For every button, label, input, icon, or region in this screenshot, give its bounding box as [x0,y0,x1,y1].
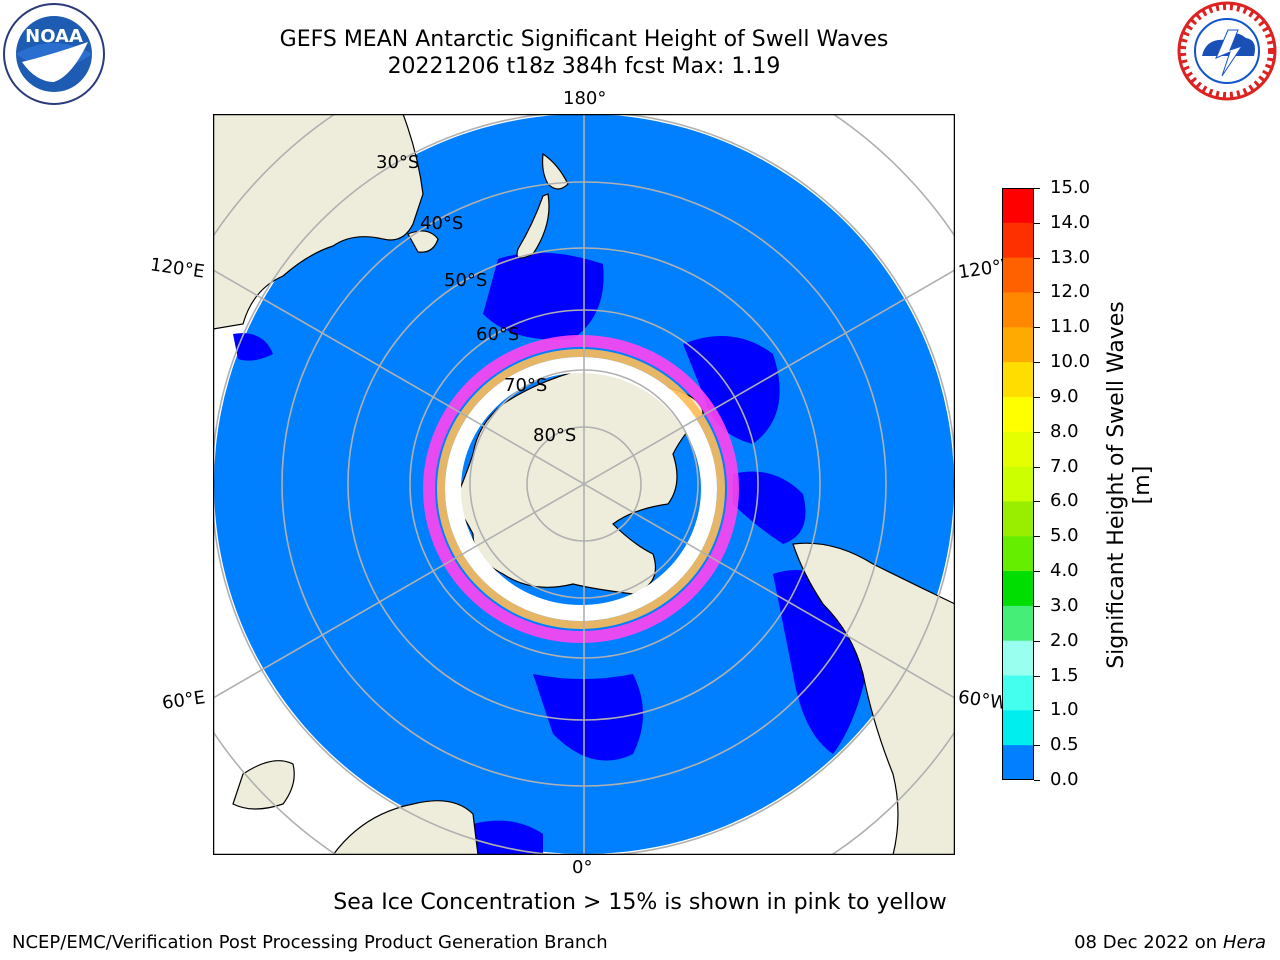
date-text: 08 Dec 2022 on [1074,932,1218,953]
colorbar-segment [1002,745,1034,780]
colorbar-tick-mark [1034,292,1040,294]
lon-label-left-upper: 120°E [148,254,206,283]
colorbar-tick-label: 14.0 [1050,211,1091,233]
graticule [213,114,955,855]
lat-label-50: 50°S [444,270,488,291]
colorbar-tick-mark [1034,536,1040,538]
colorbar-segment [1002,640,1034,677]
colorbar-tick-label: 4.0 [1050,560,1079,582]
colorbar-segment [1002,257,1034,293]
colorbar-segment [1002,431,1034,468]
colorbar-segment [1002,327,1034,363]
colorbar-tick-label: 13.0 [1050,246,1091,268]
colorbar-tick-mark [1034,605,1040,607]
colorbar-tick-label: 7.0 [1050,455,1079,477]
colorbar-tick-label: 1.0 [1050,699,1079,721]
colorbar-tick-label: 12.0 [1050,281,1091,303]
colorbar-tick-label: 6.0 [1050,490,1079,512]
lat-label-80: 80°S [533,425,577,446]
land-masses [213,114,955,855]
colorbar-tick-mark [1034,571,1040,573]
lon-label-bottom: 0° [572,857,593,878]
lat-label-70: 70°S [504,375,548,396]
colorbar-tick-mark [1034,745,1040,747]
credit-text: NCEP/EMC/Verification Post Processing Pr… [12,932,608,953]
colorbar-tick-mark [1034,431,1040,433]
colorbar-segment [1002,362,1034,398]
colorbar-tick-label: 10.0 [1050,351,1091,373]
colorbar-tick-mark [1034,222,1040,224]
svg-text:NOAA: NOAA [25,26,83,47]
colorbar-tick-mark [1034,327,1040,329]
chart-title: GEFS MEAN Antarctic Significant Height o… [279,27,889,52]
colorbar-tick-label: 15.0 [1050,177,1091,198]
sea-ice-ring [423,335,739,643]
colorbar-border [1002,188,1034,780]
date-stamp: 08 Dec 2022 on Hera [1074,932,1266,953]
colorbar-segment [1002,605,1034,642]
colorbar-tick-label: 1.5 [1050,664,1079,686]
colorbar-segment [1002,396,1034,433]
noaa-logo-icon: NOAA [3,3,105,105]
colorbar-label: Significant Height of Swell Waves [m] [1104,301,1155,669]
colorbar-tick-label: 9.0 [1050,385,1079,407]
colorbar-segment [1002,536,1034,572]
host-text: Hera [1222,932,1266,953]
lat-label-60: 60°S [476,324,520,345]
colorbar-segment [1002,675,1034,711]
colorbar-tick-mark [1034,675,1040,677]
colorbar-segment [1002,466,1034,502]
colorbar-segment [1002,501,1034,537]
colorbar-segment [1002,571,1034,607]
colorbar-tick-label: 11.0 [1050,316,1091,338]
colorbar-tick-label: 2.0 [1050,629,1079,651]
colorbar-tick-label: 3.0 [1050,594,1079,616]
colorbar-tick-mark [1034,362,1040,364]
colorbar-tick-mark [1034,501,1040,503]
colorbar-tick-label: 0.5 [1050,734,1079,756]
colorbar-tick-mark [1034,466,1040,468]
colorbar-tick-mark [1034,710,1040,712]
polar-map [213,114,955,855]
lat-label-40: 40°S [420,213,464,234]
colorbar-tick-label: 5.0 [1050,525,1079,547]
colorbar-tick-label: 8.0 [1050,420,1079,442]
sea-ice-note: Sea Ice Concentration > 15% is shown in … [333,890,947,915]
colorbar-segment [1002,188,1034,224]
colorbar [1002,188,1034,780]
lon-label-top: 180° [563,88,607,109]
colorbar-segment [1002,222,1034,259]
colorbar-tick-mark [1034,640,1040,642]
colorbar-tick-label: 0.0 [1050,769,1079,790]
lat-label-30: 30°S [376,152,420,173]
colorbar-tick-mark [1034,257,1040,259]
nws-logo-icon [1177,1,1277,101]
chart-subtitle: 20221206 t18z 384h fcst Max: 1.19 [387,54,781,79]
colorbar-tick-mark [1034,780,1040,781]
colorbar-segment [1002,292,1034,328]
colorbar-segment [1002,710,1034,746]
colorbar-tick-mark [1034,188,1040,189]
lon-label-left-lower: 60°E [160,687,207,714]
colorbar-tick-mark [1034,396,1040,398]
